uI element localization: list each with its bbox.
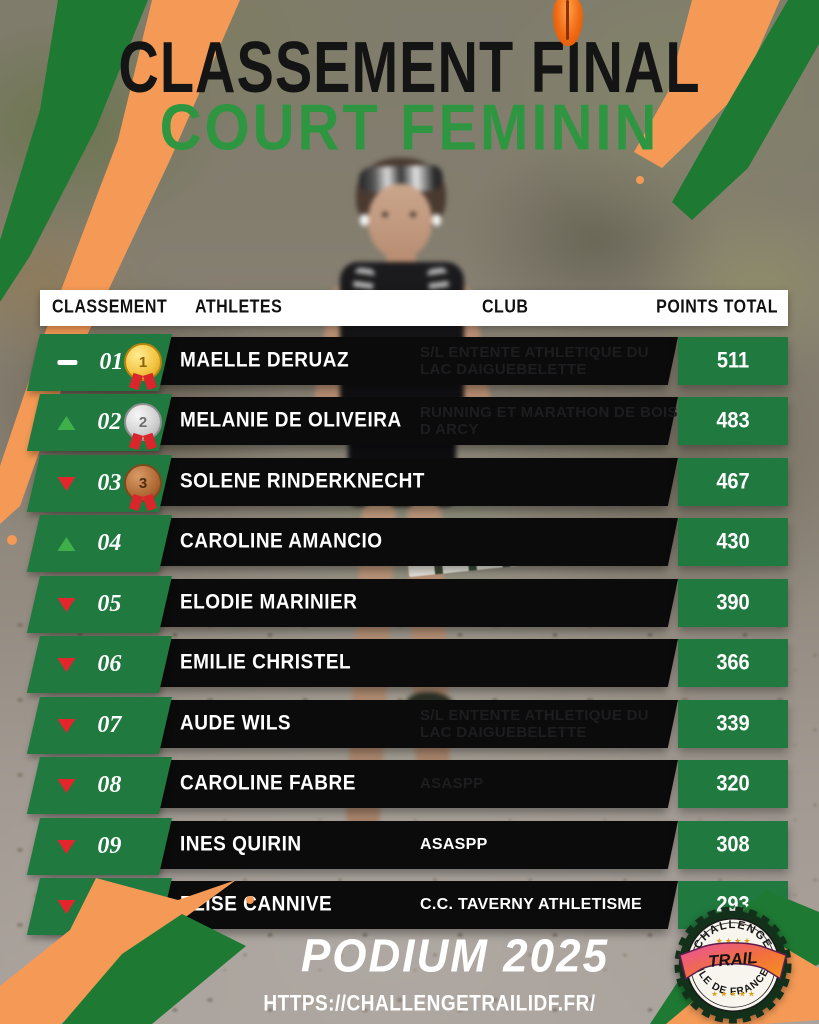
points-value: 430: [716, 529, 750, 554]
athlete-name: INES QUIRIN: [180, 832, 302, 856]
trend-down-icon: [57, 657, 76, 672]
header-club: CLUB: [482, 297, 529, 318]
rank-label: 05: [97, 591, 122, 617]
bronze-medal-icon: 3: [124, 464, 162, 512]
points-value: 467: [716, 469, 750, 494]
rank-box: 05: [26, 576, 172, 633]
trend-down-icon: [57, 597, 76, 612]
medal-number: 3: [138, 474, 148, 492]
rank-label: 03: [97, 470, 122, 496]
table-row: 04 CAROLINE AMANCIO 430: [0, 515, 819, 572]
rank-label: 10: [97, 893, 122, 919]
runner-eye: [382, 212, 388, 217]
medal-number: 2: [138, 413, 148, 431]
table-header: CLASSEMENT ATHLETES CLUB POINTS TOTAL: [40, 290, 788, 326]
website-url[interactable]: HTTPS://CHALLENGETRAILIDF.FR/: [263, 992, 596, 1017]
runner-earbud: [360, 214, 369, 226]
club-name: S/L ENTENTE ATHLETIQUE DU LAC DAIGUEBELE…: [420, 706, 649, 741]
points-cell: 390: [678, 579, 788, 627]
rank-box: 07: [26, 697, 172, 754]
points-cell: 467: [678, 458, 788, 506]
trend-up-icon: [57, 536, 76, 551]
points-value: 511: [716, 348, 750, 373]
runner-face: [368, 184, 432, 258]
table-row: 01 1 MAELLE DERUAZ S/L ENTENTE ATHLETIQU…: [0, 334, 819, 391]
podium-title: PODIUM 2025: [300, 930, 610, 983]
rank-label: 02: [97, 409, 122, 435]
header-classement: CLASSEMENT: [52, 297, 168, 318]
trend-down-icon: [57, 718, 76, 733]
table-row: 02 2 MELANIE DE OLIVEIRA RUNNING ET MARA…: [0, 394, 819, 451]
points-value: 390: [716, 590, 750, 615]
club-name: ASASPP: [420, 775, 484, 793]
club-name: [420, 458, 685, 506]
club-name: [420, 639, 685, 687]
rank-label: 06: [97, 651, 122, 677]
points-value: 366: [716, 650, 750, 675]
flame-pin-icon: [553, 0, 583, 46]
club-name: [420, 518, 685, 566]
medal-number: 1: [138, 353, 148, 371]
club-name: RUNNING ET MARATHON DE BOIS D ARCY: [420, 403, 678, 438]
header-points: POINTS TOTAL: [656, 297, 778, 318]
points-cell: 483: [678, 397, 788, 445]
points-value: 339: [716, 711, 750, 736]
athlete-name: ELODIE MARINIER: [180, 590, 358, 614]
gold-medal-icon: 1: [124, 343, 162, 391]
trend-up-icon: [57, 415, 76, 430]
trend-down-icon: [57, 778, 76, 793]
trend-down-icon: [57, 476, 76, 491]
rank-box: 10: [26, 878, 172, 935]
trend-down-icon: [57, 839, 76, 854]
athlete-name: EMILIE CHRISTEL: [180, 650, 352, 674]
trend-same-icon: [57, 360, 78, 365]
rank-box: 04: [26, 515, 172, 572]
athlete-name: AUDE WILS: [180, 711, 292, 735]
club-name: S/L ENTENTE ATHLETIQUE DU LAC DAIGUEBELE…: [420, 343, 649, 378]
club-name: ASASPP: [420, 835, 488, 853]
runner-eye: [410, 212, 416, 217]
athlete-name: MELANIE DE OLIVEIRA: [180, 408, 402, 432]
challenge-trail-idf-logo: CHALLENGE ILE DE FRANCE ★ ★ ★ ★ ★ ★ ★ ★ …: [674, 906, 792, 1024]
points-cell: 308: [678, 821, 788, 869]
rank-box: 08: [26, 757, 172, 814]
points-value: 308: [716, 832, 750, 857]
rank-label: 08: [97, 772, 122, 798]
table-row: 07 AUDE WILS S/L ENTENTE ATHLETIQUE DU L…: [0, 697, 819, 754]
points-cell: 320: [678, 760, 788, 808]
poster-subtitle: COURT FEMININ: [159, 91, 660, 164]
points-value: 483: [716, 408, 750, 433]
rank-label: 01: [99, 349, 124, 375]
club-name: [420, 579, 685, 627]
table-row: 03 3 SOLENE RINDERKNECHT 467: [0, 455, 819, 512]
rank-label: 04: [97, 530, 122, 556]
athlete-name: CAROLINE FABRE: [180, 771, 356, 795]
rank-box: 06: [26, 636, 172, 693]
points-cell: 511: [678, 337, 788, 385]
athlete-name: MAELLE DERUAZ: [180, 348, 350, 372]
table-row: 05 ELODIE MARINIER 390: [0, 576, 819, 633]
table-row: 08 CAROLINE FABRE ASASPP 320: [0, 757, 819, 814]
rank-box: 09: [26, 818, 172, 875]
points-cell: 339: [678, 700, 788, 748]
rank-label: 07: [97, 712, 122, 738]
athlete-name: ELISE CANNIVE: [180, 892, 333, 916]
header-athletes: ATHLETES: [195, 297, 283, 318]
points-cell: 366: [678, 639, 788, 687]
points-value: 320: [716, 771, 750, 796]
silver-medal-icon: 2: [124, 403, 162, 451]
rank-label: 09: [97, 833, 122, 859]
athlete-name: SOLENE RINDERKNECHT: [180, 469, 425, 493]
table-row: 09 INES QUIRIN ASASPP 308: [0, 818, 819, 875]
logo-stars-bottom: ★ ★ ★ ★ ★: [711, 989, 755, 998]
points-cell: 430: [678, 518, 788, 566]
runner-earbud: [432, 214, 441, 226]
trend-down-icon: [57, 899, 76, 914]
athlete-name: CAROLINE AMANCIO: [180, 529, 383, 553]
table-row: 06 EMILIE CHRISTEL 366: [0, 636, 819, 693]
club-name: C.C. TAVERNY ATHLETISME: [420, 895, 643, 913]
